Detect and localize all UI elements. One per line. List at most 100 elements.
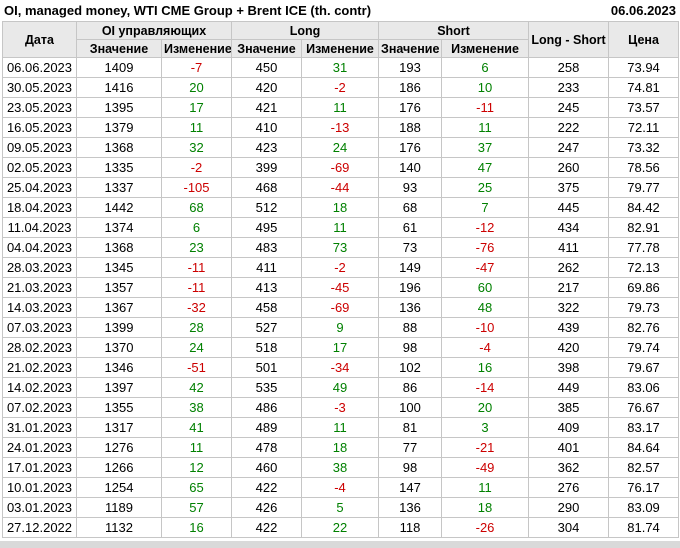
oi-value-cell: 1335: [76, 157, 162, 178]
oi-change-cell: -105: [161, 177, 232, 198]
short-value-cell: 81: [378, 417, 443, 438]
table-row: 30.05.2023 1416 20 420 -2 186 10 233 74.81: [2, 77, 680, 98]
long-value-cell: 535: [231, 377, 302, 398]
oi-table: Дата OI управляющих Long Short Long - Sh…: [2, 21, 680, 538]
col-header-date: Дата: [2, 21, 77, 58]
titlebar: OI, managed money, WTI CME Group + Brent…: [0, 0, 680, 21]
oi-change-cell: -51: [161, 357, 232, 378]
oi-value-cell: 1189: [76, 497, 162, 518]
short-change-cell: -47: [441, 257, 530, 278]
long-change-cell: -69: [300, 157, 380, 178]
long-change-cell: 11: [300, 97, 380, 118]
price-cell: 84.64: [608, 437, 680, 458]
short-value-cell: 193: [378, 57, 443, 78]
table-row: 02.05.2023 1335 -2 399 -69 140 47 260 78.56: [2, 157, 680, 178]
long-value-cell: 421: [231, 97, 302, 118]
oi-value-cell: 1337: [76, 177, 162, 198]
short-value-cell: 100: [378, 397, 443, 418]
long-change-cell: 49: [300, 377, 380, 398]
table-row: 09.05.2023 1368 32 423 24 176 37 247 73.32: [2, 137, 680, 158]
table-row: 25.04.2023 1337 -105 468 -44 93 25 375 79.77: [2, 177, 680, 198]
price-cell: 72.11: [608, 117, 680, 138]
price-cell: 69.86: [608, 277, 680, 298]
date-cell: 06.06.2023: [2, 57, 77, 78]
table-header: Дата OI управляющих Long Short Long - Sh…: [2, 21, 680, 58]
long-change-cell: -44: [300, 177, 380, 198]
table-row: 07.02.2023 1355 38 486 -3 100 20 385 76.67: [2, 397, 680, 418]
subheader-long-change: Изменение: [300, 39, 380, 58]
short-value-cell: 86: [378, 377, 443, 398]
short-value-cell: 98: [378, 337, 443, 358]
table-body: 06.06.2023 1409 -7 450 31 193 6 258 73.94 30.05.2…: [2, 57, 680, 538]
long-short-cell: 449: [528, 377, 610, 398]
long-short-cell: 445: [528, 197, 610, 218]
date-cell: 14.03.2023: [2, 297, 77, 318]
oi-change-cell: 6: [161, 217, 232, 238]
long-value-cell: 422: [231, 517, 302, 538]
long-change-cell: 73: [300, 237, 380, 258]
short-change-cell: -21: [441, 437, 530, 458]
col-group-long: Long: [230, 21, 380, 40]
date-cell: 04.04.2023: [2, 237, 77, 258]
oi-change-cell: 41: [161, 417, 232, 438]
price-cell: 78.56: [608, 157, 680, 178]
long-short-cell: 245: [528, 97, 610, 118]
short-value-cell: 176: [378, 137, 443, 158]
long-value-cell: 411: [231, 257, 302, 278]
date-cell: 31.01.2023: [2, 417, 77, 438]
long-change-cell: 24: [300, 137, 380, 158]
date-cell: 14.02.2023: [2, 377, 77, 398]
oi-value-cell: 1266: [76, 457, 162, 478]
oi-value-cell: 1395: [76, 97, 162, 118]
oi-value-cell: 1367: [76, 297, 162, 318]
short-value-cell: 136: [378, 297, 443, 318]
price-cell: 79.74: [608, 337, 680, 358]
date-cell: 16.05.2023: [2, 117, 77, 138]
long-value-cell: 486: [231, 397, 302, 418]
long-value-cell: 512: [231, 197, 302, 218]
short-change-cell: -49: [441, 457, 530, 478]
long-short-cell: 409: [528, 417, 610, 438]
price-cell: 74.81: [608, 77, 680, 98]
oi-change-cell: 65: [161, 477, 232, 498]
short-change-cell: 20: [441, 397, 530, 418]
long-change-cell: 18: [300, 197, 380, 218]
table-row: 17.01.2023 1266 12 460 38 98 -49 362 82.57: [2, 457, 680, 478]
bottom-strip: [0, 541, 680, 548]
date-cell: 24.01.2023: [2, 437, 77, 458]
long-value-cell: 527: [231, 317, 302, 338]
short-change-cell: -14: [441, 377, 530, 398]
oi-change-cell: -11: [161, 277, 232, 298]
long-short-cell: 217: [528, 277, 610, 298]
long-change-cell: -4: [300, 477, 380, 498]
date-cell: 09.05.2023: [2, 137, 77, 158]
long-value-cell: 413: [231, 277, 302, 298]
oi-change-cell: 16: [161, 517, 232, 538]
long-value-cell: 458: [231, 297, 302, 318]
table-row: 18.04.2023 1442 68 512 18 68 7 445 84.42: [2, 197, 680, 218]
long-change-cell: 11: [300, 217, 380, 238]
short-value-cell: 118: [378, 517, 443, 538]
long-short-cell: 322: [528, 297, 610, 318]
date-cell: 28.02.2023: [2, 337, 77, 358]
short-change-cell: 7: [441, 197, 530, 218]
short-change-cell: 16: [441, 357, 530, 378]
long-short-cell: 290: [528, 497, 610, 518]
oi-change-cell: 24: [161, 337, 232, 358]
long-short-cell: 233: [528, 77, 610, 98]
date-cell: 17.01.2023: [2, 457, 77, 478]
short-change-cell: 3: [441, 417, 530, 438]
short-change-cell: 10: [441, 77, 530, 98]
price-cell: 76.67: [608, 397, 680, 418]
long-change-cell: -2: [300, 257, 380, 278]
short-change-cell: 25: [441, 177, 530, 198]
short-change-cell: 11: [441, 477, 530, 498]
subheader-oi-change: Изменение: [161, 39, 232, 58]
date-cell: 10.01.2023: [2, 477, 77, 498]
short-value-cell: 61: [378, 217, 443, 238]
long-change-cell: 11: [300, 417, 380, 438]
oi-value-cell: 1357: [76, 277, 162, 298]
long-value-cell: 399: [231, 157, 302, 178]
long-change-cell: -69: [300, 297, 380, 318]
